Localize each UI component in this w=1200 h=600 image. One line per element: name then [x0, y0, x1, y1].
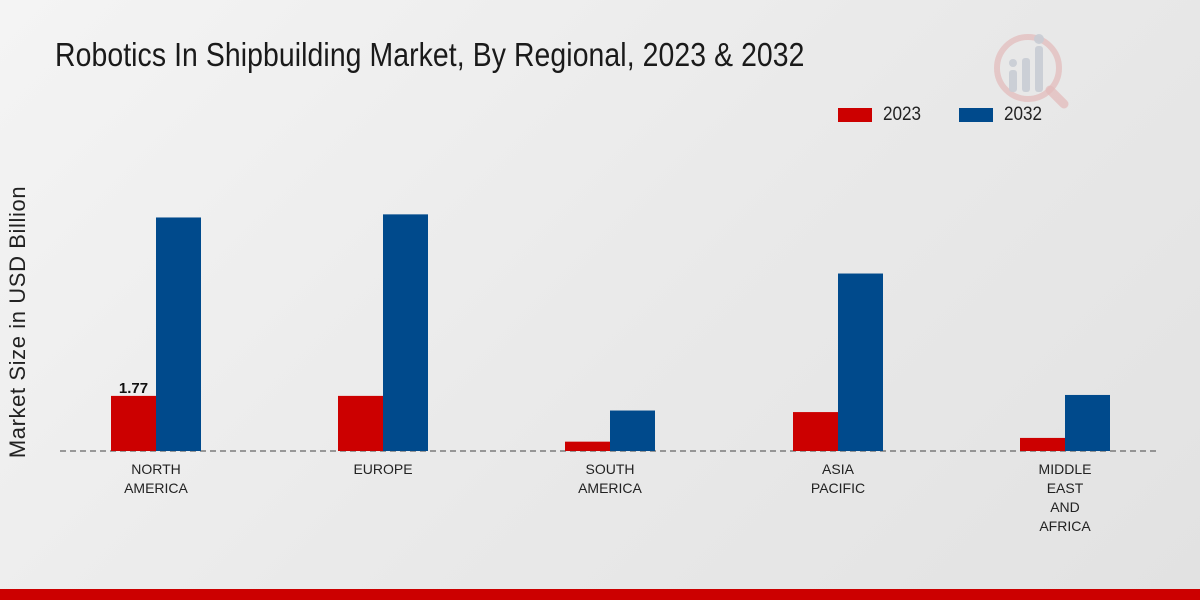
bar-2032-2: [610, 410, 655, 451]
bar-2023-3: [793, 412, 838, 451]
legend-swatch-2032: [959, 108, 994, 122]
legend-item-2032: 2032: [959, 104, 1046, 126]
x-tick-label-1: EUROPE: [353, 461, 412, 477]
bar-2032-3: [838, 273, 883, 451]
x-tick-line: EUROPE: [353, 461, 412, 477]
x-tick-line: EAST: [1047, 480, 1084, 496]
x-tick-line: NORTH: [131, 461, 181, 477]
x-tick-line: AMERICA: [124, 480, 188, 496]
brand-logo-icon: [994, 34, 1069, 109]
legend-label-2032: 2032: [1004, 104, 1043, 125]
bar-2023-1: [338, 395, 383, 451]
x-tick-label-0: NORTH AMERICA: [124, 461, 188, 496]
bar-2032-4: [1065, 394, 1110, 451]
chart-title: Robotics In Shipbuilding Market, By Regi…: [55, 36, 805, 73]
x-tick-label-4: MIDDLE EAST AND AFRICA: [1039, 461, 1092, 534]
x-tick-line: AMERICA: [578, 480, 642, 496]
data-label-0: 1.77: [119, 380, 148, 397]
legend-label-2023: 2023: [883, 104, 922, 125]
bar-2032-1: [383, 214, 428, 451]
legend-swatch-2023: [838, 108, 872, 122]
x-tick-line: SOUTH: [586, 461, 635, 477]
x-tick-line: AND: [1050, 499, 1080, 515]
bar-2023-0: [111, 395, 156, 451]
x-tick-line: MIDDLE: [1039, 461, 1092, 477]
legend-item-2023: 2023: [838, 104, 925, 126]
x-tick-line: ASIA: [822, 461, 855, 477]
bar-2023-2: [565, 441, 610, 451]
x-tick-line: AFRICA: [1039, 518, 1091, 534]
x-tick-label-3: ASIA PACIFIC: [811, 461, 865, 496]
bar-2023-4: [1020, 437, 1065, 451]
x-tick-label-2: SOUTH AMERICA: [578, 461, 642, 496]
x-tick-line: PACIFIC: [811, 480, 865, 496]
bar-2032-0: [156, 217, 201, 451]
footer-accent-bar: [0, 589, 1200, 600]
legend: 2023 2032: [838, 104, 1081, 126]
